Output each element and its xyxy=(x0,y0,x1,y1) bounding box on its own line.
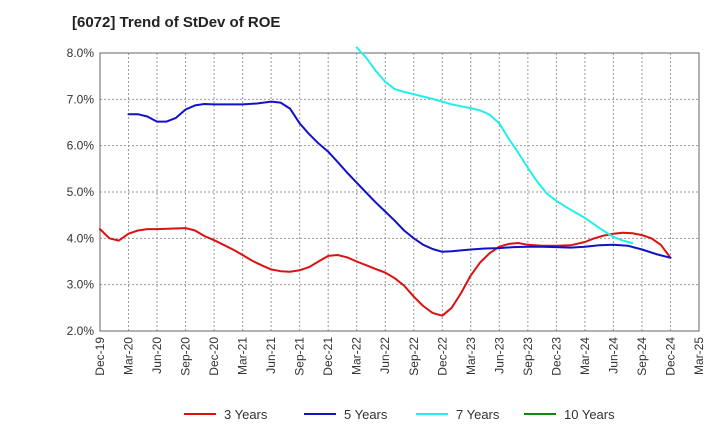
x-tick-label: Mar-24 xyxy=(578,337,592,375)
x-tick-label: Sep-21 xyxy=(293,337,307,376)
grid xyxy=(99,52,700,332)
plot-area-border xyxy=(99,52,700,332)
y-tick-label: 6.0% xyxy=(67,139,95,153)
x-tick-label: Sep-20 xyxy=(179,337,193,376)
x-tick-label: Jun-20 xyxy=(150,337,164,374)
y-tick-label: 2.0% xyxy=(67,324,95,338)
x-tick-label: Jun-21 xyxy=(264,337,278,374)
x-tick-label: Mar-20 xyxy=(122,337,136,375)
legend: 3 Years 5 Years 7 Years 10 Years xyxy=(184,407,615,422)
x-tick-label: Dec-24 xyxy=(663,337,677,376)
series-lines xyxy=(99,46,672,317)
chart-title: [6072] Trend of StDev of ROE xyxy=(72,14,280,31)
x-tick-label: Mar-22 xyxy=(350,337,364,375)
y-tick-label: 4.0% xyxy=(67,231,95,245)
x-tick-label: Sep-24 xyxy=(635,337,649,376)
legend-label: 10 Years xyxy=(564,407,615,422)
y-tick-label: 7.0% xyxy=(67,92,95,106)
legend-label: 5 Years xyxy=(344,407,388,422)
series-line-3-years xyxy=(99,227,672,317)
x-tick-label: Jun-22 xyxy=(378,337,392,374)
series-line-5-years xyxy=(127,100,672,259)
legend-label: 7 Years xyxy=(456,407,500,422)
y-tick-label: 8.0% xyxy=(67,46,95,60)
axes: 2.0% 3.0% 4.0% 5.0% 6.0% 7.0% 8.0% Dec-19 Mar-20… xyxy=(67,46,706,376)
x-tick-label: Jun-24 xyxy=(606,337,620,374)
x-tick-label: Dec-21 xyxy=(321,337,335,376)
y-tick-label: 3.0% xyxy=(67,278,95,292)
legend-label: 3 Years xyxy=(224,407,268,422)
x-tick-label: Sep-22 xyxy=(407,337,421,376)
x-tick-label: Dec-22 xyxy=(435,337,449,376)
x-tick-label: Jun-23 xyxy=(492,337,506,374)
y-tick-label: 5.0% xyxy=(67,185,95,199)
series-line-7-years xyxy=(355,46,634,244)
x-tick-label: Dec-23 xyxy=(549,337,563,376)
x-tick-label: Sep-23 xyxy=(521,337,535,376)
x-tick-label: Mar-23 xyxy=(464,337,478,375)
x-tick-label: Mar-25 xyxy=(692,337,706,375)
x-tick-label: Mar-21 xyxy=(236,337,250,375)
x-tick-label: Dec-20 xyxy=(207,337,221,376)
x-tick-label: Dec-19 xyxy=(93,337,107,376)
